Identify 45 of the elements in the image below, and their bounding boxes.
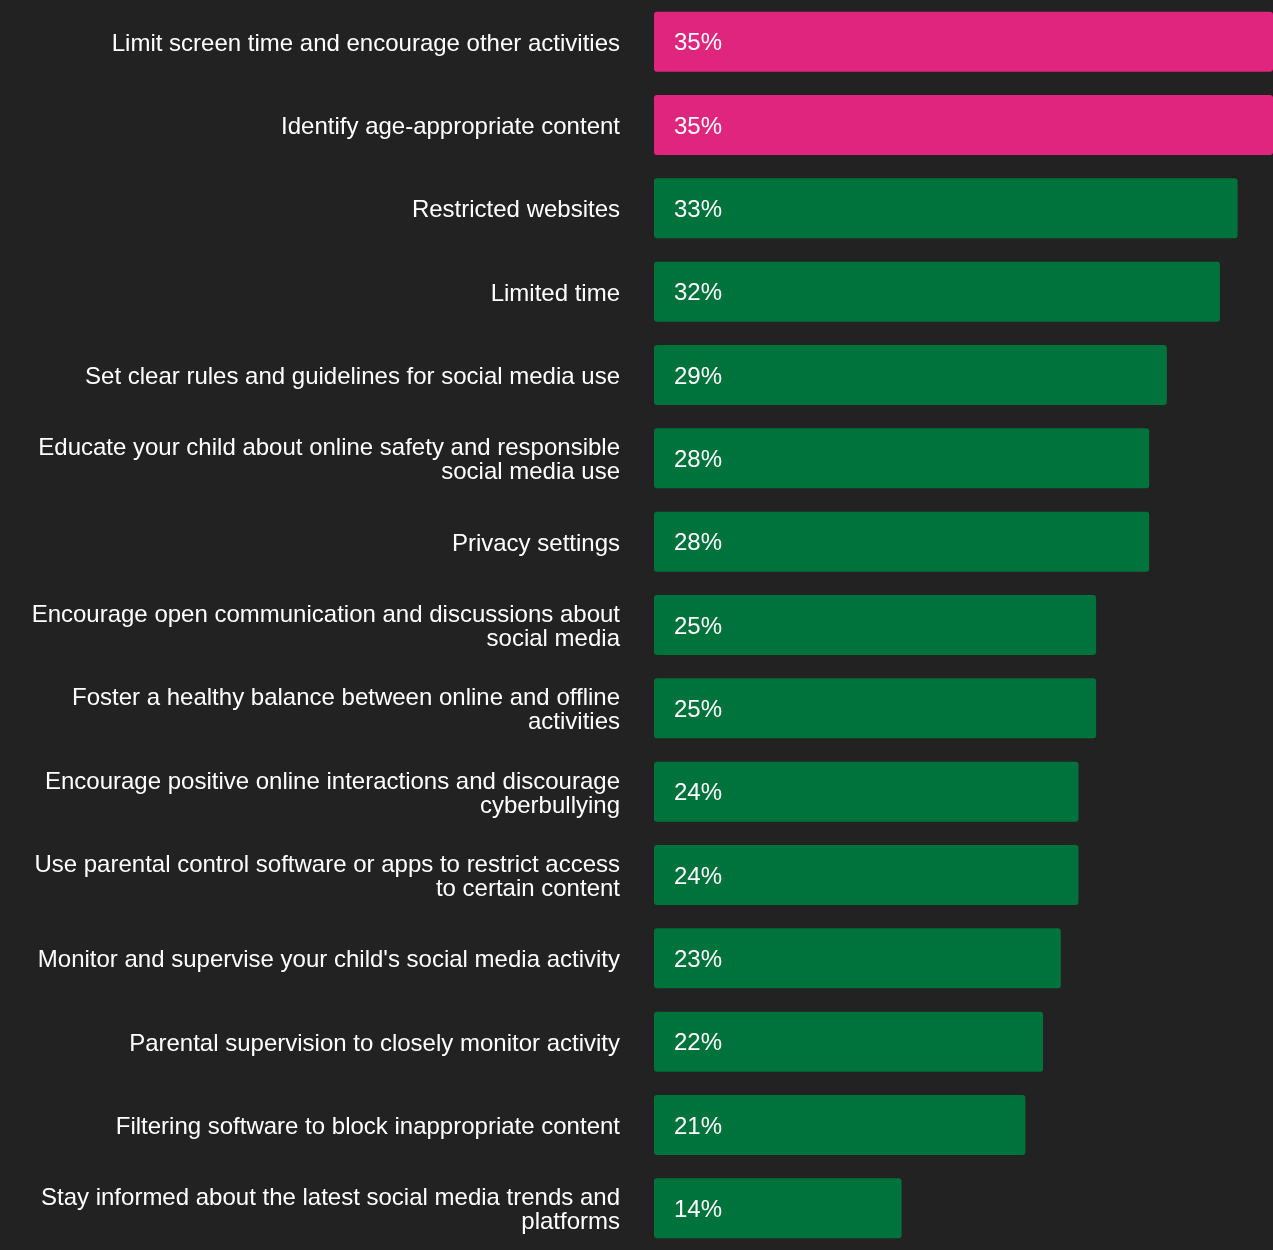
bar xyxy=(654,761,1079,822)
data-label: 35% xyxy=(674,28,723,56)
data-label: 28% xyxy=(674,444,723,472)
y-tick-label: Use parental control software or apps to restrict access to certain content xyxy=(34,849,621,901)
data-label: 25% xyxy=(674,611,723,639)
data-label: 25% xyxy=(674,694,723,722)
bar xyxy=(654,1011,1044,1072)
y-tick-label: Limited time xyxy=(490,278,620,306)
bar xyxy=(654,428,1150,489)
bar xyxy=(654,178,1238,239)
bar xyxy=(654,928,1061,989)
y-tick-label: Privacy settings xyxy=(451,528,620,556)
data-label: 22% xyxy=(674,1028,723,1056)
y-tick-label: Parental supervision to closely monitor activity xyxy=(129,1028,620,1056)
y-tick-label: Set clear rules and guidelines for social media use xyxy=(85,361,620,389)
data-label: 35% xyxy=(674,111,723,139)
y-tick-label: Filtering software to block inappropriate content xyxy=(115,1111,621,1139)
bar xyxy=(654,845,1079,905)
y-tick-label: Limit screen time and encourage other activities xyxy=(111,28,620,56)
bar xyxy=(654,1095,1026,1155)
y-tick-label: Foster a healthy balance between online and offline activities xyxy=(72,682,620,734)
data-label: 33% xyxy=(674,194,723,222)
y-tick-label: Identify age-appropriate content xyxy=(281,111,621,139)
data-label: 24% xyxy=(674,861,723,889)
bar xyxy=(654,1178,902,1239)
data-label: 23% xyxy=(674,944,723,972)
data-label: 28% xyxy=(674,528,723,556)
y-tick-label: Encourage open communication and discussions about social media xyxy=(31,599,621,651)
data-label: 21% xyxy=(674,1111,723,1139)
data-label: 29% xyxy=(674,361,723,389)
bar xyxy=(654,511,1150,572)
bar xyxy=(654,95,1273,155)
data-label: 14% xyxy=(674,1194,723,1222)
bar xyxy=(654,11,1273,72)
y-tick-label: Stay informed about the latest social media trends and platforms xyxy=(41,1182,620,1234)
y-tick-label: Monitor and supervise your child's social media activity xyxy=(37,944,620,972)
bar xyxy=(654,678,1097,739)
y-tick-label: Educate your child about online safety and responsible social media use xyxy=(38,432,620,484)
y-tick-label: Restricted websites xyxy=(411,194,620,222)
bar xyxy=(654,261,1220,322)
bar xyxy=(654,595,1097,655)
y-tick-label: Encourage positive online interactions and discourage cyberbullying xyxy=(44,766,620,818)
bar xyxy=(654,345,1167,405)
data-label: 24% xyxy=(674,778,723,806)
data-label: 32% xyxy=(674,278,723,306)
